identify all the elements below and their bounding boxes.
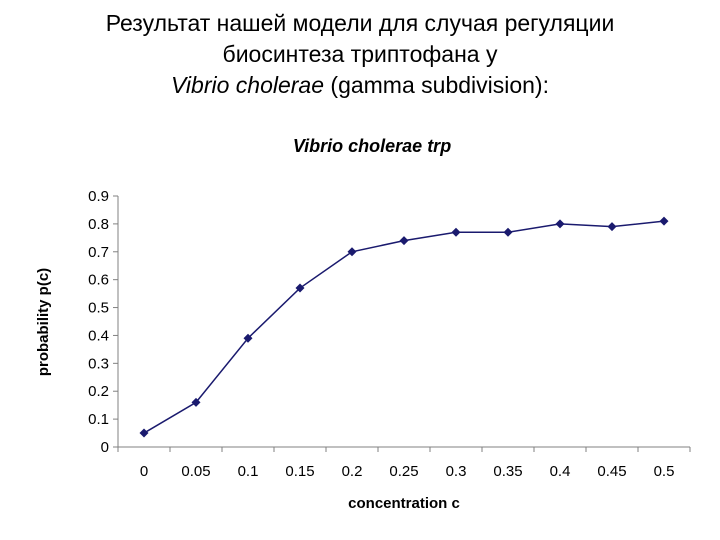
y-tick-label: 0.4 (88, 327, 109, 344)
data-point (347, 247, 357, 257)
data-point (399, 236, 409, 246)
y-tick-labels: 0 0.1 0.2 0.3 0.4 0.5 0.6 0.7 0.8 0.9 (88, 188, 109, 456)
x-tick-label: 0.35 (493, 463, 522, 480)
y-tick-label: 0.9 (88, 188, 109, 205)
x-tick-label: 0.3 (446, 463, 467, 480)
y-tick-label: 0.2 (88, 383, 109, 400)
data-point (503, 227, 513, 237)
y-tick-label: 0.8 (88, 216, 109, 233)
x-tick-label: 0.05 (181, 463, 210, 480)
data-point (191, 397, 201, 407)
x-tick-labels: 0 0.05 0.1 0.15 0.2 0.25 0.3 0.35 0.4 0.45 0.5 (140, 463, 675, 480)
data-point (451, 227, 461, 237)
x-tick-label: 0.4 (550, 463, 571, 480)
data-point (659, 216, 669, 226)
series-markers (139, 216, 669, 438)
x-axis (117, 446, 691, 452)
x-tick-label: 0.2 (342, 463, 363, 480)
y-tick-label: 0.7 (88, 244, 109, 261)
x-tick-label: 0.25 (389, 463, 418, 480)
x-tick-label: 0.45 (597, 463, 626, 480)
data-point (295, 283, 305, 293)
y-tick-label: 0.3 (88, 355, 109, 372)
slide-title-line-2: биосинтеза триптофана у (222, 41, 498, 67)
x-tick-label: 0.1 (238, 463, 259, 480)
data-point (555, 219, 565, 229)
slide-title-line-3: Vibrio cholerae (gamma subdivision): (0, 70, 720, 101)
chart-title: Vibrio cholerae trp (293, 136, 451, 156)
x-tick-label: 0.15 (285, 463, 314, 480)
data-point (139, 428, 149, 438)
y-tick-label: 0.5 (88, 300, 109, 317)
y-tick-label: 0 (101, 439, 109, 456)
y-axis (113, 195, 119, 448)
y-tick-label: 0.1 (88, 411, 109, 428)
slide-title-line-1: Результат нашей модели для случая регуля… (105, 10, 615, 36)
y-tick-label: 0.6 (88, 272, 109, 289)
subdivision-text: (gamma subdivision): (324, 72, 549, 98)
slide-title: Результат нашей модели для случая регуля… (0, 8, 720, 101)
data-point (607, 222, 617, 232)
data-point (243, 333, 253, 343)
x-axis-label: concentration c (348, 495, 460, 512)
x-tick-label: 0 (140, 463, 148, 480)
y-axis-label: probability p(c) (35, 268, 52, 376)
series-line (143, 220, 665, 434)
species-name: Vibrio cholerae (171, 72, 325, 98)
x-tick-label: 0.5 (654, 463, 675, 480)
